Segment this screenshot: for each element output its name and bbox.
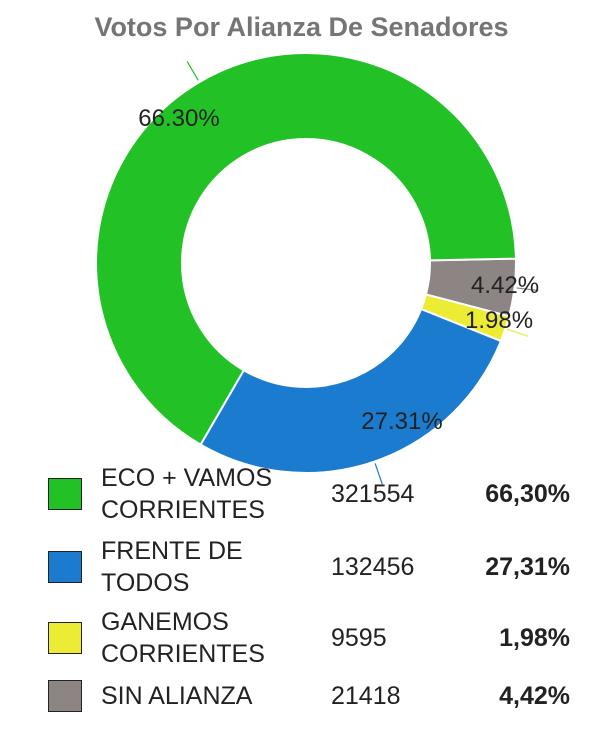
legend-pct-frente: 27,31% xyxy=(485,553,570,581)
data-label-frente: 27.31% xyxy=(361,408,442,435)
legend-pct-ganemos: 1,98% xyxy=(499,624,570,652)
slice-eco xyxy=(95,52,517,446)
legend-votes-ganemos: 9595 xyxy=(331,624,387,652)
legend-pct-eco: 66,30% xyxy=(485,480,570,508)
legend-name-ganemos: GANEMOS CORRIENTES xyxy=(101,606,301,670)
legend-votes-eco: 321554 xyxy=(331,480,415,508)
legend-name-frente: FRENTE DE TODOS xyxy=(101,535,301,599)
leader-line-frente xyxy=(374,463,383,485)
legend-name-ganemos-line2: CORRIENTES xyxy=(101,640,265,668)
legend-name-eco-line2: CORRIENTES xyxy=(101,496,265,524)
chart-title: Votos Por Alianza De Senadores xyxy=(94,12,509,42)
legend-swatch-sin xyxy=(48,680,82,712)
legend-swatch-eco xyxy=(48,478,82,510)
legend-name-frente-line2: TODOS xyxy=(101,569,190,597)
data-label-ganemos: 1.98% xyxy=(465,307,533,334)
legend-name-eco: ECO + VAMOS CORRIENTES xyxy=(101,462,301,526)
legend-pct-sin: 4,42% xyxy=(499,682,570,710)
legend-swatch-frente xyxy=(48,551,82,583)
legend-name-eco-line1: ECO + VAMOS xyxy=(101,464,273,492)
legend-votes-sin: 21418 xyxy=(331,682,401,710)
leader-line-ganemos xyxy=(507,328,529,337)
legend-swatch-ganemos xyxy=(48,622,82,654)
legend-name-sin: SIN ALIANZA xyxy=(101,680,301,712)
legend-name-sin-line1: SIN ALIANZA xyxy=(101,682,253,710)
legend-name-frente-line1: FRENTE DE xyxy=(101,537,243,565)
data-label-eco: 66.30% xyxy=(138,105,219,132)
legend-votes-frente: 132456 xyxy=(331,553,415,581)
leader-line-sin xyxy=(516,287,539,292)
legend-name-ganemos-line1: GANEMOS xyxy=(101,608,229,636)
leader-line-eco xyxy=(186,61,199,81)
data-label-sin: 4.42% xyxy=(471,272,539,299)
slice-frente xyxy=(199,307,503,474)
